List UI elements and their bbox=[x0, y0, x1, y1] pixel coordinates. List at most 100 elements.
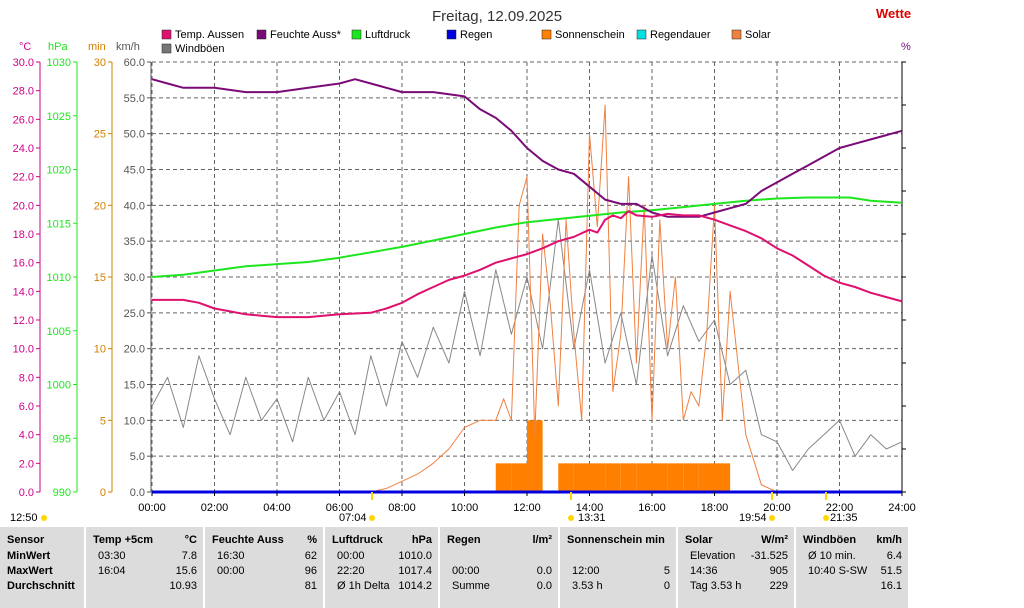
temp-tick-label: 8.0 bbox=[19, 372, 34, 384]
stats-block-unit: l/m² bbox=[532, 534, 552, 546]
pressure-tick-label: 1020 bbox=[47, 165, 71, 177]
legend-label: Feuchte Auss* bbox=[270, 29, 342, 41]
stats-label-min: MinWert bbox=[7, 550, 51, 562]
stats-cell-time: 00:00 bbox=[337, 550, 365, 562]
sunshine-bar bbox=[667, 463, 684, 492]
stats-cell-row: 14:36 905 bbox=[678, 565, 794, 580]
stats-block-title: Sonnenschein min bbox=[567, 534, 665, 546]
stats-cell-value: 62 bbox=[304, 550, 317, 562]
wind-tick-label: 20.0 bbox=[124, 344, 145, 356]
wind-tick-label: 60.0 bbox=[124, 57, 145, 69]
legend-swatch bbox=[636, 29, 647, 40]
stats-cell-value: -31.525 bbox=[750, 550, 788, 562]
stats-cell-row: 81 bbox=[205, 580, 323, 595]
temp-tick-label: 28.0 bbox=[13, 86, 34, 98]
x-tick-label: 16:00 bbox=[638, 502, 666, 514]
stats-cell-value: 0.0 bbox=[536, 565, 552, 577]
minutes-tick-label: 20 bbox=[94, 200, 106, 212]
sunshine-bar bbox=[714, 463, 731, 492]
temp-tick-label: 24.0 bbox=[13, 143, 34, 155]
stats-block-title: Windböen bbox=[803, 534, 857, 546]
series-line-solar bbox=[370, 104, 778, 493]
stats-block: Feuchte Auss% 16:30 62 00:00 96 81 bbox=[205, 527, 325, 608]
stats-block-unit: hPa bbox=[411, 534, 432, 546]
stats-cell-value: 5 bbox=[663, 565, 670, 577]
wind-tick-label: 10.0 bbox=[124, 415, 145, 427]
temp-tick-label: 4.0 bbox=[19, 430, 34, 442]
wind-tick-label: 15.0 bbox=[124, 380, 145, 392]
x-tick-label: 10:00 bbox=[451, 502, 479, 514]
stats-cell-row: Elevation -31.525 bbox=[678, 550, 794, 565]
pressure-tick-label: 1010 bbox=[47, 272, 71, 284]
axis-units: °C hPa min km/h bbox=[19, 41, 140, 53]
legend-swatch bbox=[446, 29, 457, 40]
wind-tick-label: 30.0 bbox=[124, 272, 145, 284]
brand-label: Wette bbox=[876, 6, 911, 21]
wind-axis-unit: km/h bbox=[116, 41, 140, 53]
stats-cell-value: 16.1 bbox=[880, 580, 902, 592]
wind-tick-label: 45.0 bbox=[124, 165, 145, 177]
stats-cell-time: 00:00 bbox=[217, 565, 245, 577]
x-tick-label: 02:00 bbox=[201, 502, 229, 514]
stats-cell-row: 00:00 1010.0 bbox=[325, 550, 438, 565]
temp-tick-label: 20.0 bbox=[13, 200, 34, 212]
stats-cell-time: 12:00 bbox=[572, 565, 600, 577]
stats-block-unit: % bbox=[307, 534, 317, 546]
temp-tick-label: 6.0 bbox=[19, 401, 34, 413]
stats-block: Luftdruck hPa 00:00 1010.0 22:20 1017.4 Ø 1h D… bbox=[325, 527, 440, 608]
x-tick-label: 18:00 bbox=[701, 502, 729, 514]
stats-block: Sonnenschein min 12:00 5 3.53 h 0 bbox=[560, 527, 678, 608]
sunshine-bar bbox=[620, 463, 637, 492]
stats-block-unit: W/m² bbox=[761, 534, 788, 546]
temp-tick-label: 14.0 bbox=[13, 286, 34, 298]
temp-tick-label: 18.0 bbox=[13, 229, 34, 241]
stats-cell-row: 10.93 bbox=[86, 580, 203, 595]
stats-cell-row bbox=[440, 550, 558, 565]
legend-label: Regendauer bbox=[650, 29, 711, 41]
wind-tick-label: 0.0 bbox=[130, 487, 145, 499]
stats-cell-value: 81 bbox=[304, 580, 317, 592]
stats-cell-row: 00:00 0.0 bbox=[440, 565, 558, 580]
stats-cell-row: 22:20 1017.4 bbox=[325, 565, 438, 580]
minutes-tick-label: 15 bbox=[94, 272, 106, 284]
event-time-label: 13:31 bbox=[578, 512, 606, 524]
event-sunset-icon bbox=[769, 515, 775, 521]
stats-cell-time: 16:04 bbox=[98, 565, 126, 577]
wind-tick-label: 25.0 bbox=[124, 308, 145, 320]
wind-tick-label: 35.0 bbox=[124, 236, 145, 248]
stats-table: Sensor MinWert MaxWert Durchschnitt Temp… bbox=[0, 527, 910, 608]
stats-cell-time: 00:00 bbox=[452, 565, 480, 577]
legend-swatch bbox=[731, 29, 742, 40]
pressure-tick-label: 1025 bbox=[47, 111, 71, 123]
stats-cell-value: 51.5 bbox=[880, 565, 902, 577]
stats-block-title: Luftdruck bbox=[332, 534, 383, 546]
sunshine-bar bbox=[573, 463, 590, 492]
x-axis-ticks: 00:00 02:00 04:00 06:00 08:00 10:00 12:00 14:00… bbox=[138, 492, 916, 514]
sunshine-bars bbox=[495, 420, 731, 492]
humidity-axis-unit: % bbox=[901, 41, 911, 53]
pressure-tick-label: 995 bbox=[53, 433, 71, 445]
stats-cell-row: Ø 1h Delta 1014.2 bbox=[325, 580, 438, 595]
stats-cell-row: 3.53 h 0 bbox=[560, 580, 676, 595]
x-tick-label: 14:00 bbox=[576, 502, 604, 514]
stats-cell-value: 1010.0 bbox=[398, 550, 432, 562]
legend-label: Windböen bbox=[175, 43, 225, 55]
event-time-label: 07:04 bbox=[339, 512, 367, 524]
stats-cell-row: 16.1 bbox=[796, 580, 908, 595]
chart-title: Freitag, 12.09.2025 bbox=[432, 8, 562, 25]
x-tick-label: 12:00 bbox=[513, 502, 541, 514]
legend-swatch bbox=[161, 29, 172, 40]
sunshine-bar bbox=[683, 463, 699, 492]
pressure-tick-label: 1030 bbox=[47, 57, 71, 69]
stats-cell-row: Ø 10 min. 6.4 bbox=[796, 550, 908, 565]
sunshine-bar bbox=[495, 463, 512, 492]
stats-block: Temp +5cm °C 03:30 7.8 16:04 15.6 10.93 bbox=[86, 527, 205, 608]
event-time-label: 19:54 bbox=[739, 512, 767, 524]
stats-cell-value: 15.6 bbox=[175, 565, 197, 577]
temp-tick-label: 26.0 bbox=[13, 114, 34, 126]
stats-cell-value: 6.4 bbox=[886, 550, 902, 562]
stats-block: Solar W/m² Elevation -31.525 14:36 905 Tag 3.5… bbox=[678, 527, 796, 608]
series-line-temp bbox=[152, 210, 903, 319]
legend: Temp. Aussen Feuchte Auss* Luftdruck Regen S… bbox=[161, 29, 771, 55]
